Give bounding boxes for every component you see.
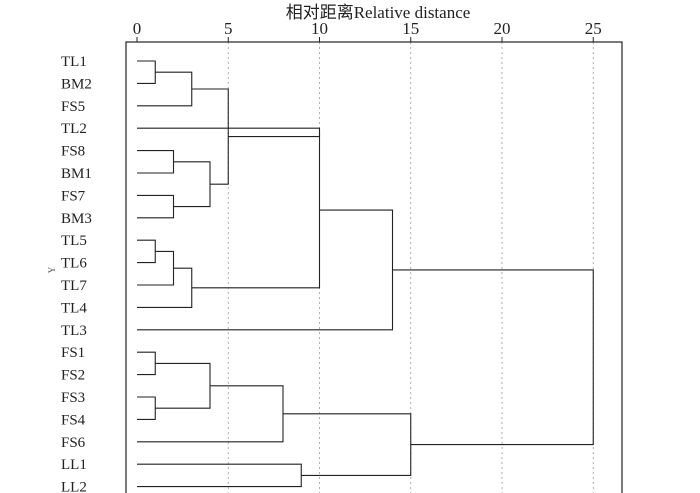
dendrogram-link <box>173 161 211 208</box>
leaf-label: LL1 <box>61 457 87 473</box>
dendrogram-link <box>137 351 156 376</box>
leaf-labels: TL1 BM2 FS5 TL2 FS8 BM1 FS7 BM3 TL5 TL6 TL7 TL4 TL3 F… <box>61 54 92 493</box>
plot-frame <box>125 41 623 493</box>
leaf-label: FS4 <box>61 412 86 428</box>
leaf-label: LL2 <box>61 480 87 493</box>
x-axis-ticks: 0 5 10 15 20 25 <box>133 19 602 42</box>
chart-title: 相对距离Relative distance <box>286 3 471 22</box>
dendrogram-link <box>137 267 193 308</box>
x-tick-label: 0 <box>133 19 142 38</box>
dendrogram-link <box>283 413 412 476</box>
leaf-label: FS5 <box>61 99 85 115</box>
x-tick-label: 10 <box>311 19 328 38</box>
leaf-label: FS6 <box>61 435 86 451</box>
leaf-label: BM3 <box>61 211 92 227</box>
leaf-label: TL6 <box>61 256 87 272</box>
leaf-label: BM1 <box>61 166 92 182</box>
x-tick-label: 20 <box>494 19 511 38</box>
leaf-label: BM2 <box>61 76 92 92</box>
dendrogram-link <box>155 362 211 409</box>
leaf-label: TL1 <box>61 54 87 70</box>
leaf-label: FS8 <box>61 144 85 160</box>
leaf-label: FS2 <box>61 368 85 384</box>
dendrogram-link <box>137 150 175 174</box>
dendrogram-links <box>137 60 594 488</box>
dendrogram-link <box>137 463 302 488</box>
dendrogram-link <box>137 209 394 331</box>
x-tick-label: 5 <box>224 19 233 38</box>
x-tick-label: 15 <box>402 19 419 38</box>
leaf-label: TL7 <box>61 278 87 294</box>
x-tick-label: 25 <box>585 19 602 38</box>
dendrogram-link <box>137 60 156 84</box>
y-axis-label: Y <box>47 266 57 273</box>
leaf-label: TL4 <box>61 300 87 316</box>
dendrogram-link <box>137 194 175 219</box>
dendrogram-link <box>137 396 156 420</box>
leaf-label: TL2 <box>61 121 87 137</box>
leaf-label: FS1 <box>61 345 85 361</box>
leaf-label: FS7 <box>61 188 86 204</box>
dendrogram-link <box>137 71 193 107</box>
leaf-label: TL3 <box>61 323 87 339</box>
dendrogram-link <box>392 269 594 446</box>
leaf-label: FS3 <box>61 390 85 406</box>
dendrogram-link <box>137 239 156 264</box>
leaf-label: TL5 <box>61 233 87 249</box>
dendrogram-link <box>191 132 321 289</box>
